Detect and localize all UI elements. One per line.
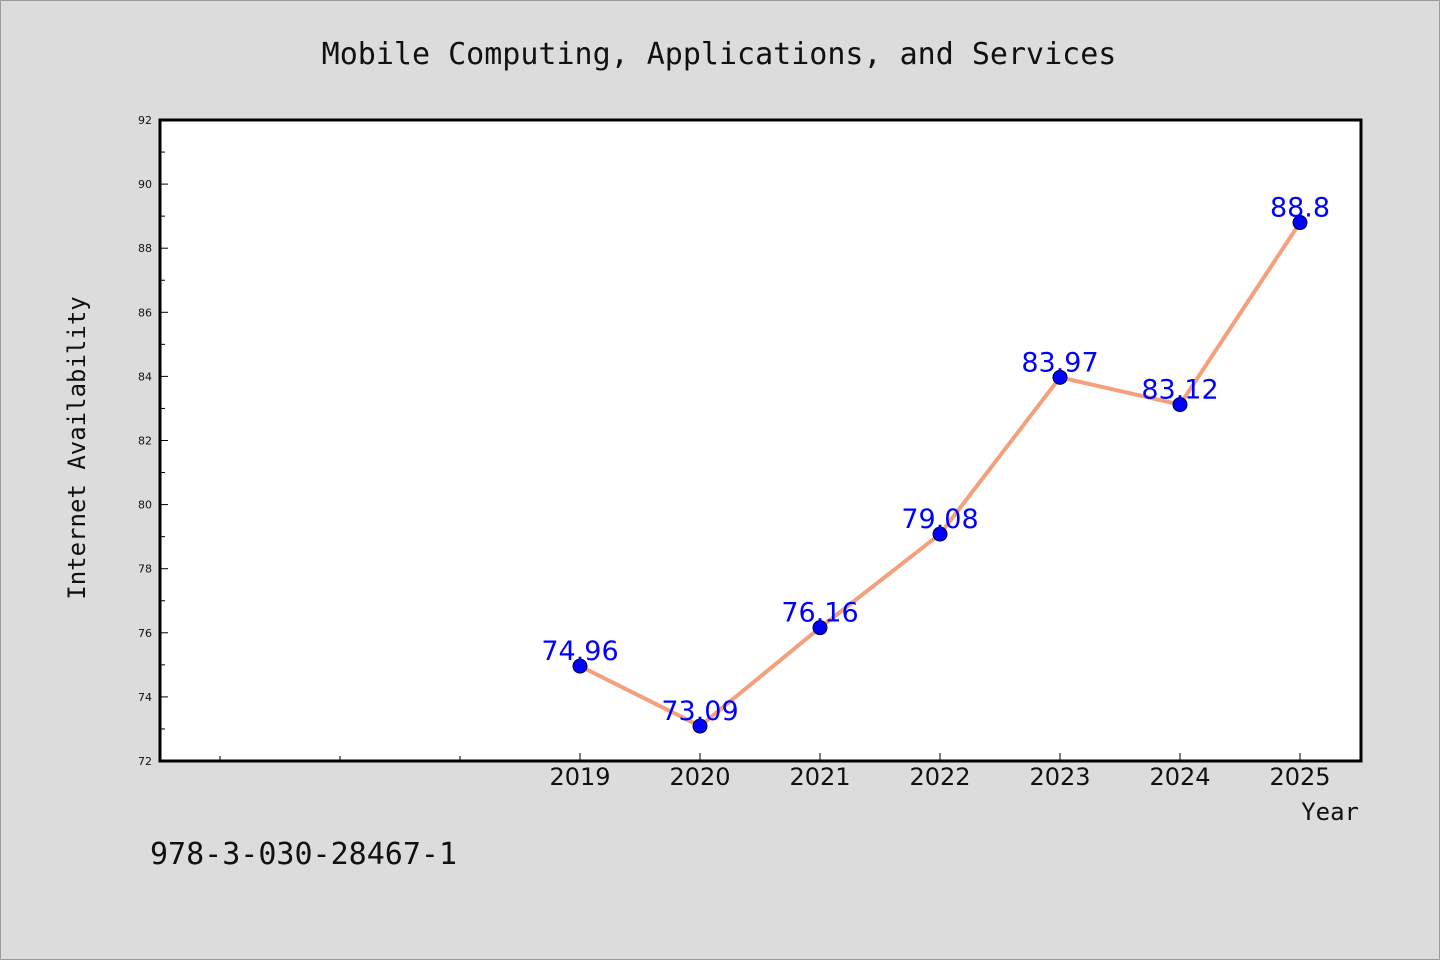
x-tick-label: 2023 xyxy=(1029,763,1090,791)
data-label: 79.08 xyxy=(901,504,978,535)
chart-title: Mobile Computing, Applications, and Serv… xyxy=(322,37,1117,72)
data-label: 83.97 xyxy=(1021,347,1098,378)
y-tick-label: 90 xyxy=(138,178,152,191)
x-axis-label: Year xyxy=(1301,798,1359,826)
y-axis: 72 74 76 78 80 82 84 86 88 90 92 xyxy=(138,114,168,768)
data-point xyxy=(1292,215,1308,231)
x-axis: 2019 2020 2021 2022 2023 2024 2025 xyxy=(219,753,1331,791)
x-tick-label: 2024 xyxy=(1149,763,1210,791)
y-tick-label: 80 xyxy=(138,499,152,512)
series-layer: 74.96 73.09 76.16 79.08 83.97 83.12 88.8 xyxy=(541,193,1330,734)
data-label: 83.12 xyxy=(1141,375,1218,406)
y-tick-label: 92 xyxy=(138,114,152,127)
x-tick-label: 2021 xyxy=(789,763,850,791)
data-label: 88.8 xyxy=(1270,193,1330,224)
x-tick-label: 2019 xyxy=(549,763,610,791)
x-tick-label: 2022 xyxy=(909,763,970,791)
data-label: 73.09 xyxy=(661,696,738,727)
data-point xyxy=(1172,397,1188,413)
x-tick-label: 2025 xyxy=(1269,763,1330,791)
y-tick-label: 82 xyxy=(138,435,152,448)
y-tick-label: 88 xyxy=(138,242,152,255)
data-point xyxy=(692,718,708,734)
y-tick-label: 86 xyxy=(138,306,152,319)
y-tick-label: 72 xyxy=(138,755,152,768)
data-label: 74.96 xyxy=(541,636,618,667)
y-tick-label: 84 xyxy=(138,370,152,383)
plot-area xyxy=(158,118,1363,763)
x-tick-label: 2020 xyxy=(669,763,730,791)
data-point xyxy=(812,620,828,636)
data-label: 76.16 xyxy=(781,598,858,629)
isbn-text: 978-3-030-28467-1 xyxy=(150,837,457,872)
y-axis-label: Internet Availability xyxy=(63,296,91,599)
data-point xyxy=(932,526,948,542)
y-tick-label: 78 xyxy=(138,563,152,576)
data-point xyxy=(572,658,588,674)
data-point xyxy=(1052,369,1068,385)
y-tick-label: 76 xyxy=(138,627,152,640)
y-tick-label: 74 xyxy=(138,691,152,704)
